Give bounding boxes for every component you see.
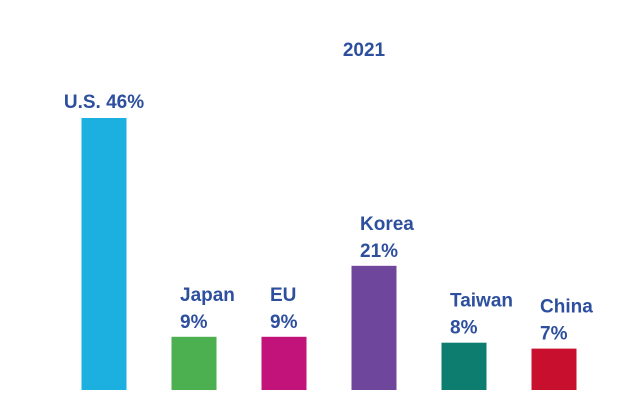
data-labels-group: U.S. 46% Japan 9% EU 9% Korea 21% Taiwan 8% China… (64, 92, 593, 345)
category-label-taiwan: Taiwan (450, 291, 513, 312)
bar-japan (171, 336, 217, 390)
bar-u-s (81, 118, 127, 390)
value-label-taiwan: 8% (450, 318, 478, 339)
value-label-japan: 9% (180, 312, 208, 333)
value-label-korea: 21% (360, 241, 398, 262)
chart-title: 2021 (343, 40, 386, 61)
category-label-china: China (540, 297, 593, 318)
bar-korea (351, 265, 397, 390)
category-label-japan: Japan (180, 285, 235, 306)
category-label-korea: Korea (360, 214, 414, 235)
bars-group (81, 118, 577, 390)
bar-eu (261, 336, 307, 390)
value-label-eu: 9% (270, 312, 298, 333)
category-label-eu: EU (270, 285, 296, 306)
data-label-u-s: U.S. 46% (64, 92, 144, 113)
bar-china (531, 348, 577, 390)
bar-taiwan (441, 342, 487, 390)
value-label-china: 7% (540, 324, 568, 345)
